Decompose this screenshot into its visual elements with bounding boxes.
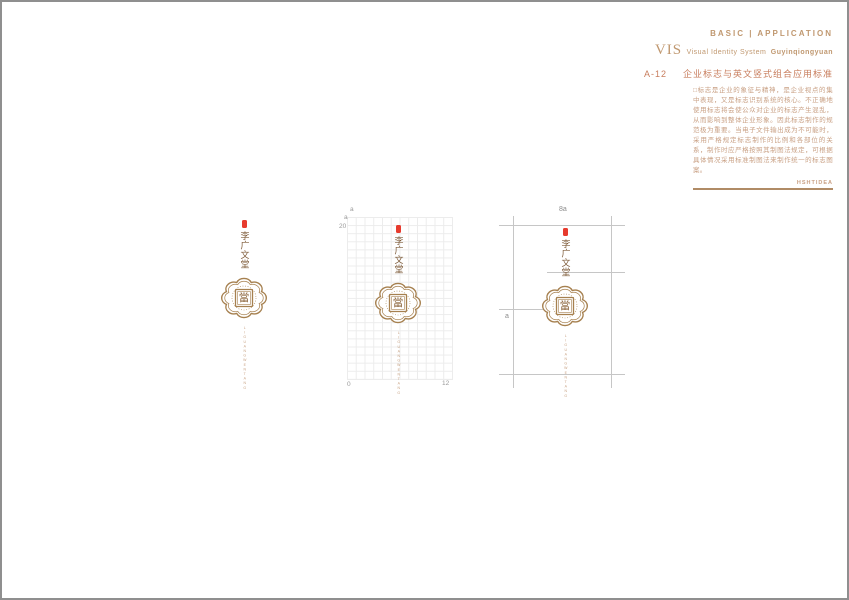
logo-chinese-title: 李广文堂 (560, 239, 571, 277)
studio-mark: HSHTIDEA (796, 180, 833, 186)
red-seal-icon (241, 220, 247, 228)
logo-chinese-title: 李广文堂 (393, 236, 404, 274)
clearspace-width-label: 8a (559, 206, 567, 213)
clearspace-height-label: a (505, 313, 509, 320)
vis-acronym: VIS (654, 42, 683, 58)
vis-brand-name: Guyinqiongyuan (770, 49, 833, 56)
logo-lockup-grid: 李广文堂 當 LIGUANGWENTANG (363, 225, 433, 395)
intro-block: □标志是企业的象征与精神，是企业视点的集中表现，又是标志识别系统的核心。不正确地… (693, 86, 833, 190)
page-code-line: A-12 企业标志与英文竖式组合应用标准 (644, 67, 833, 80)
page-title: 企业标志与英文竖式组合应用标准 (682, 69, 833, 79)
ornamental-badge-icon: 當 (220, 277, 268, 319)
intro-paragraph: □标志是企业的象征与精神，是企业视点的集中表现，又是标志识别系统的核心。不正确地… (693, 87, 833, 174)
vis-title-line: VIS Visual Identity System Guyinqiongyua… (644, 41, 833, 59)
page-code: A-12 (643, 69, 667, 79)
red-seal-icon (562, 228, 568, 236)
badge-center-character: 當 (560, 299, 571, 312)
logo-chinese-title: 李广文堂 (239, 231, 250, 269)
logo-english-letters: LIGUANGWENTANG (242, 326, 247, 391)
grid-origin-label: 0 (347, 381, 351, 388)
grid-unit-label-top: a (350, 206, 354, 213)
clearspace-guide-left (513, 216, 514, 388)
red-seal-icon (395, 225, 401, 233)
logo-lockup-standard: 李广文堂 當 LIGUANGWENTANG (209, 220, 279, 390)
grid-unit-label-left: a (344, 214, 348, 221)
logo-english-letters: LIGUANGWENTANG (396, 331, 401, 396)
clearspace-guide-badge-top (547, 272, 625, 273)
section-eyebrow: BASIC | APPLICATION (710, 29, 833, 38)
page-header: BASIC | APPLICATION VIS Visual Identity … (644, 29, 833, 80)
grid-cols-label: 12 (442, 380, 450, 387)
logo-english-letters: LIGUANGWENTANG (563, 334, 568, 399)
logo-lockup-clearspace: 李广文堂 當 LIGUANGWENTANG (530, 228, 600, 398)
ornamental-badge-icon: 當 (374, 282, 422, 324)
divider-rule (693, 188, 833, 190)
ornamental-badge-icon: 當 (541, 285, 589, 327)
badge-center-character: 當 (393, 296, 404, 309)
badge-center-character: 當 (239, 291, 250, 304)
grid-rows-label: 20 (339, 223, 347, 230)
clearspace-guide-bottom (499, 374, 625, 375)
clearspace-guide-top (499, 225, 625, 226)
vis-subtitle: Visual Identity System (686, 49, 767, 56)
clearspace-guide-right (611, 216, 612, 388)
